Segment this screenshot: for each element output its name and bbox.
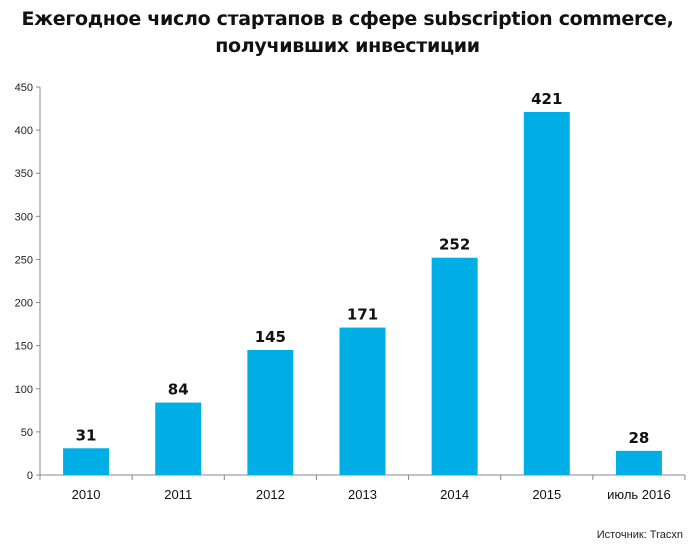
y-tick-label: 450 xyxy=(15,82,33,94)
data-labels: 31 84 145 171 252 421 28 xyxy=(76,90,650,447)
x-tick-label: 2015 xyxy=(532,487,561,502)
y-tick-label: 300 xyxy=(15,211,33,223)
y-tick-label: 50 xyxy=(21,427,33,439)
x-tick-label: июль 2016 xyxy=(607,487,671,502)
y-tick-label: 200 xyxy=(15,298,33,310)
x-tick-label: 2013 xyxy=(348,487,377,502)
bar xyxy=(615,450,662,475)
data-label: 252 xyxy=(439,236,470,254)
x-axis: 2010 2011 2012 2013 2014 2015 июль 2016 xyxy=(39,474,686,502)
bar xyxy=(523,112,570,475)
x-tick-label: 2010 xyxy=(72,487,101,502)
x-tick-label: 2014 xyxy=(440,487,469,502)
data-label: 31 xyxy=(76,426,97,444)
y-tick-label: 150 xyxy=(15,341,33,353)
data-label: 171 xyxy=(347,306,378,324)
chart-title: Ежегодное число стартапов в сфере subscr… xyxy=(0,6,695,60)
chart-title-line-1: Ежегодное число стартапов в сфере subscr… xyxy=(21,8,674,30)
y-tick-label: 100 xyxy=(15,384,33,396)
y-axis: 0 50 100 150 200 250 300 350 400 450 xyxy=(15,82,41,482)
bar xyxy=(247,349,294,475)
data-label: 145 xyxy=(255,328,286,346)
y-tick-label: 350 xyxy=(15,168,33,180)
x-tick-label: 2011 xyxy=(164,487,192,502)
data-label: 28 xyxy=(628,429,649,447)
source-note: Источник: Tracxn xyxy=(596,529,683,541)
x-tick-label: 2012 xyxy=(256,487,285,502)
bar xyxy=(155,402,202,475)
y-tick-label: 400 xyxy=(15,125,33,137)
bar xyxy=(431,257,478,475)
data-label: 421 xyxy=(531,90,562,108)
chart-title-line-2: получивших инвестиции xyxy=(215,35,480,57)
bar xyxy=(339,327,386,475)
data-label: 84 xyxy=(168,381,189,399)
y-tick-label: 250 xyxy=(15,254,33,266)
y-tick-label: 0 xyxy=(27,470,33,482)
bar xyxy=(63,448,110,475)
bars xyxy=(63,112,662,475)
